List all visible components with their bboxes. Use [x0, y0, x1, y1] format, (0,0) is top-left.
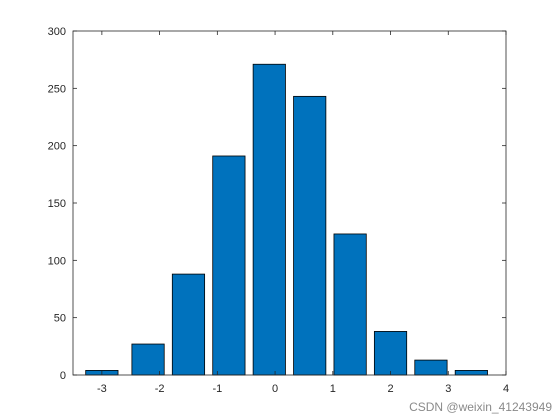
y-tick-label: 200 — [48, 141, 66, 153]
bar-5 — [293, 95, 327, 376]
plot-area — [73, 31, 506, 375]
bar-8 — [414, 359, 448, 376]
y-tick-label: 150 — [48, 198, 66, 210]
y-tick-label: 250 — [48, 83, 66, 95]
x-tick-label: -2 — [155, 383, 165, 395]
x-tick-label: 2 — [387, 383, 393, 395]
axes-group: -3 -2 -1 0 1 2 3 4 0 50 100 150 200 250 300 — [48, 26, 509, 395]
x-tick-label: 0 — [272, 383, 278, 395]
bar-9 — [454, 370, 488, 376]
bar-1 — [131, 343, 165, 376]
watermark: CSDN @weixin_41243949 — [409, 400, 552, 414]
bars-group — [85, 63, 488, 376]
y-tick-label: 300 — [48, 26, 66, 38]
bar-2 — [171, 273, 206, 376]
bar-7 — [373, 331, 408, 376]
y-tick-label: 100 — [48, 255, 66, 267]
x-tick-label: 4 — [503, 383, 509, 395]
y-tick-label: 0 — [60, 370, 66, 382]
y-tick-label: 50 — [54, 313, 66, 325]
x-tick-label: 3 — [445, 383, 451, 395]
x-tick-label: 1 — [330, 383, 336, 395]
x-tick-label: -3 — [97, 383, 107, 395]
bar-3 — [212, 155, 246, 376]
bar-6 — [333, 233, 367, 376]
bar-4 — [252, 63, 286, 376]
x-tick-label: -1 — [212, 383, 222, 395]
